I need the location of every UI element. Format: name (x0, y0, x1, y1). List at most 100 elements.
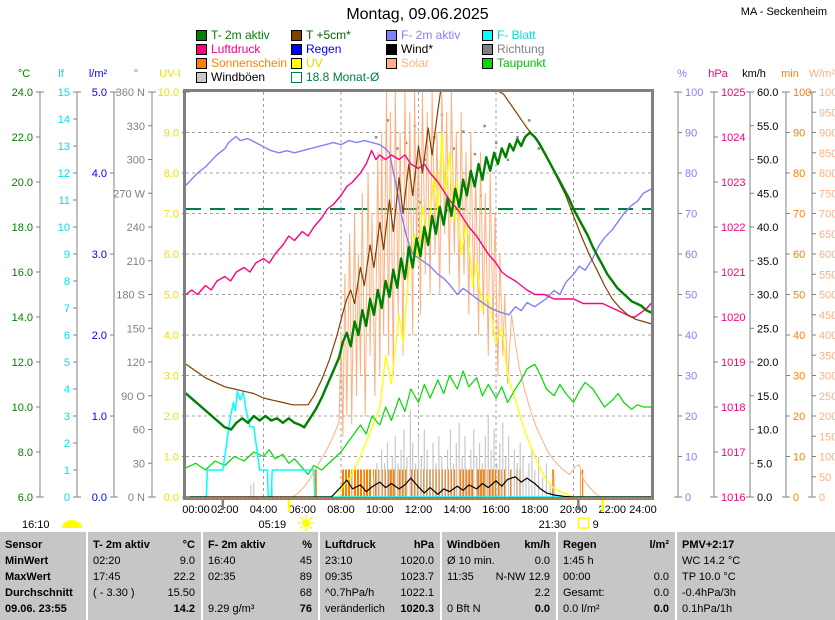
table-column: F- 2m aktiv% 16:40 45 02:35 89 68 9.29 g/m³ 76 (203, 532, 318, 620)
table-cell-label: T- 2m aktiv (93, 539, 150, 551)
svg-text:22:00: 22:00 (598, 504, 626, 516)
table-cell-label: Ø 10 min. (447, 555, 495, 567)
series-luftdruck (186, 149, 651, 318)
table-cell-label: ( - 3.30 ) (93, 587, 135, 599)
table-row: 68 (203, 585, 318, 601)
svg-text:600: 600 (819, 249, 835, 261)
svg-text:50.0: 50.0 (757, 155, 778, 167)
table-row: F- 2m aktiv% (203, 537, 318, 553)
legend-label: T- 2m aktiv (211, 28, 270, 42)
svg-text:100: 100 (793, 87, 811, 99)
svg-text:80: 80 (793, 168, 805, 180)
svg-text:12.0: 12.0 (12, 357, 33, 369)
svg-text:2: 2 (64, 438, 70, 450)
svg-text:60: 60 (793, 249, 805, 261)
table-cell-value: 76 (299, 603, 312, 615)
svg-text:330: 330 (127, 121, 145, 133)
table-cell-label: 09.06. 23:55 (5, 603, 67, 615)
svg-text:9.0: 9.0 (164, 128, 179, 140)
legend-swatch-icon (196, 57, 207, 69)
table-cell-value: 1022.1 (400, 587, 434, 599)
svg-text:24:00: 24:00 (629, 504, 657, 516)
table-cell-value: 9.0 (179, 555, 195, 567)
table-cell-value: 68 (299, 587, 312, 599)
table-row: Ø 10 min. 0.0 (442, 553, 556, 569)
table-cell-label: PMV+2:17 (682, 539, 735, 551)
table-row: ^0.7hPa/h 1022.1 (320, 585, 440, 601)
svg-text:2.0: 2.0 (92, 330, 107, 342)
table-row: 9.29 g/m³ 76 (203, 601, 318, 617)
svg-text:25.0: 25.0 (757, 323, 778, 335)
svg-text:180 S: 180 S (116, 290, 145, 302)
legend-label: Richtung (497, 42, 545, 56)
svg-text:15: 15 (58, 87, 70, 99)
legend-item: F- Blatt (482, 28, 594, 42)
table-cell-value: 0.0 (534, 603, 550, 615)
legend-item: F- 2m aktiv (386, 28, 482, 42)
table-row: 09.06. 23:55 (0, 601, 86, 617)
svg-text:100: 100 (685, 87, 703, 99)
svg-text:120: 120 (127, 357, 145, 369)
svg-text:00:00: 00:00 (182, 504, 210, 516)
legend-label: F- Blatt (497, 28, 536, 42)
svg-text:3.0: 3.0 (164, 371, 179, 383)
svg-text:10:00: 10:00 (366, 504, 394, 516)
svg-text:14:00: 14:00 (443, 504, 471, 516)
svg-text:90: 90 (793, 128, 805, 140)
svg-text:12:00: 12:00 (405, 504, 433, 516)
table-row: 11:35 N-NW 12.9 (442, 569, 556, 585)
table-cell-label: Windböen (447, 539, 501, 551)
svg-text:80: 80 (685, 168, 697, 180)
svg-text:0: 0 (793, 492, 799, 504)
svg-text:360 N: 360 N (116, 87, 145, 99)
legend-item: Solar (386, 56, 482, 70)
svg-text:02:00: 02:00 (211, 504, 239, 516)
svg-text:9: 9 (593, 519, 599, 531)
legend-item: Windböen (196, 70, 291, 84)
legend-item: 18.8 Monat-Ø (291, 70, 386, 84)
svg-text:50: 50 (685, 290, 697, 302)
table-row: veränderlich 1020.3 (320, 601, 440, 617)
svg-text:1018: 1018 (721, 402, 745, 414)
series-taupunkt (186, 363, 651, 476)
svg-text:1016: 1016 (721, 492, 745, 504)
legend-swatch-icon (291, 57, 302, 69)
svg-text:40.0: 40.0 (757, 222, 778, 234)
svg-text:850: 850 (819, 148, 835, 160)
svg-text:11: 11 (59, 195, 70, 207)
legend-swatch-icon (196, 71, 207, 83)
svg-text:800: 800 (819, 168, 835, 180)
svg-text:20.0: 20.0 (12, 177, 33, 189)
svg-text:300: 300 (127, 155, 145, 167)
svg-text:0: 0 (685, 492, 691, 504)
svg-text:0.0: 0.0 (92, 492, 107, 504)
table-cell-value: N-NW 12.9 (495, 571, 550, 583)
legend-label: Solar (401, 56, 430, 70)
table-cell-label: Gesamt: (563, 587, 605, 599)
legend-swatch-icon (482, 57, 493, 69)
svg-text:10.0: 10.0 (757, 425, 778, 437)
svg-text:150: 150 (819, 431, 835, 443)
table-cell-value: 0.0 (653, 587, 669, 599)
table-row: 02:35 89 (203, 569, 318, 585)
svg-text:21:30: 21:30 (539, 519, 567, 531)
svg-text:20.0: 20.0 (757, 357, 778, 369)
table-cell-label: ^0.7hPa/h (325, 587, 375, 599)
legend-label: F- 2m aktiv (401, 28, 461, 42)
stats-table: Sensor MinWert MaxWert Durchschnitt 09.06. 2… (0, 532, 835, 620)
table-row: 00:00 0.0 (558, 569, 675, 585)
svg-text:20:00: 20:00 (560, 504, 588, 516)
legend-item: Taupunkt (482, 56, 594, 70)
svg-text:6.0: 6.0 (164, 249, 179, 261)
svg-text:18:00: 18:00 (521, 504, 549, 516)
svg-text:1.0: 1.0 (92, 411, 107, 423)
svg-text:300: 300 (819, 371, 835, 383)
svg-text:240: 240 (127, 222, 145, 234)
svg-text:10.0: 10.0 (158, 87, 179, 99)
legend-swatch-icon (386, 29, 397, 41)
svg-text:35.0: 35.0 (757, 256, 778, 268)
table-cell-label: 16:40 (208, 555, 236, 567)
legend-swatch-icon (291, 29, 302, 41)
svg-text:4.0: 4.0 (164, 330, 179, 342)
table-cell-label: 17:45 (93, 571, 121, 583)
